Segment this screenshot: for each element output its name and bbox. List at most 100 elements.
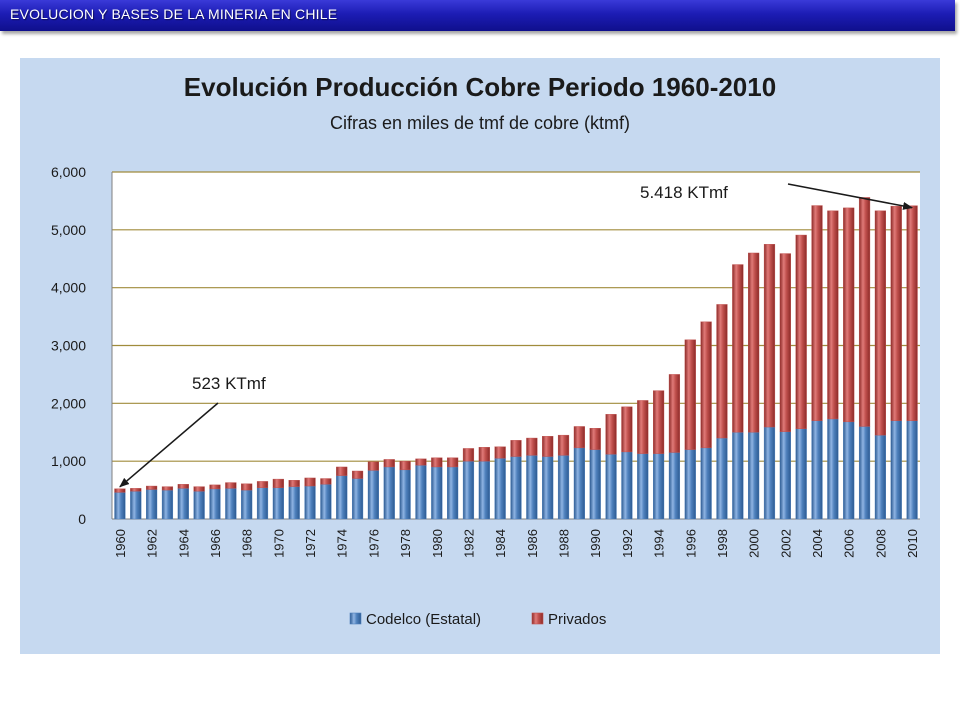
bar-privados bbox=[827, 210, 839, 420]
bar-codelco bbox=[716, 437, 728, 520]
y-tick-label: 1,000 bbox=[51, 453, 86, 469]
bar-codelco bbox=[320, 484, 332, 520]
bar-privados bbox=[304, 477, 316, 487]
bar-codelco bbox=[241, 489, 253, 520]
bar-codelco bbox=[383, 466, 395, 520]
bar-codelco bbox=[304, 485, 316, 520]
annotation-label: 523 KTmf bbox=[192, 374, 266, 393]
bar-privados bbox=[225, 482, 237, 489]
bar-privados bbox=[351, 470, 364, 479]
bar-privados bbox=[668, 374, 681, 453]
bar-privados bbox=[399, 460, 411, 471]
bar-privados bbox=[478, 447, 490, 462]
y-tick-label: 0 bbox=[78, 511, 86, 527]
bar-codelco bbox=[114, 492, 126, 520]
bar-privados bbox=[526, 437, 538, 456]
header-title: EVOLUCION Y BASES DE LA MINERIA EN CHILE bbox=[10, 6, 338, 22]
x-tick-label: 2004 bbox=[810, 529, 825, 558]
bar-privados bbox=[494, 446, 506, 459]
bar-codelco bbox=[462, 460, 475, 520]
bar-codelco bbox=[256, 487, 269, 520]
x-tick-label: 1988 bbox=[557, 529, 572, 558]
x-tick-label: 1976 bbox=[366, 529, 381, 558]
bar-privados bbox=[510, 440, 522, 457]
x-tick-label: 2010 bbox=[905, 529, 920, 558]
bar-privados bbox=[320, 478, 332, 485]
bar-privados bbox=[811, 205, 823, 421]
bar-codelco bbox=[605, 454, 617, 520]
legend-swatch-codelco bbox=[349, 612, 362, 625]
annotation-arrow bbox=[787, 183, 914, 210]
bar-codelco bbox=[653, 453, 665, 520]
bar-codelco bbox=[526, 455, 538, 520]
bar-privados bbox=[716, 304, 728, 439]
x-tick-label: 1980 bbox=[430, 529, 445, 558]
bar-codelco bbox=[779, 431, 791, 520]
bar-codelco bbox=[573, 447, 585, 520]
bar-codelco bbox=[399, 469, 411, 520]
bar-privados bbox=[779, 253, 791, 432]
bar-codelco bbox=[431, 466, 443, 520]
bar-privados bbox=[573, 426, 585, 449]
bar-privados bbox=[177, 484, 189, 489]
bar-privados bbox=[130, 488, 142, 492]
bar-codelco bbox=[748, 432, 760, 520]
bar-privados bbox=[161, 486, 174, 491]
chart-svg: 0 1,000 2,000 3,000 4,000 5,000 6,000 1960 1962 1… bbox=[51, 164, 920, 628]
bar-codelco bbox=[827, 418, 839, 520]
x-tick-label: 1998 bbox=[715, 529, 730, 558]
bar-codelco bbox=[906, 420, 918, 520]
bar-codelco bbox=[351, 478, 364, 520]
y-tick-label: 4,000 bbox=[51, 280, 86, 296]
bar-privados bbox=[241, 483, 253, 491]
bar-privados bbox=[114, 488, 126, 493]
bar-codelco bbox=[557, 455, 570, 520]
annotation-label: 5.418 KTmf bbox=[640, 183, 728, 202]
bar-codelco bbox=[161, 489, 174, 520]
bar-privados bbox=[732, 264, 744, 433]
x-tick-label: 2000 bbox=[747, 529, 762, 558]
bar-privados bbox=[383, 459, 395, 468]
bar-codelco bbox=[732, 432, 744, 520]
x-tick-label: 1974 bbox=[335, 529, 350, 558]
header-bar: EVOLUCION Y BASES DE LA MINERIA EN CHILE bbox=[0, 0, 955, 31]
bar-codelco bbox=[811, 420, 823, 520]
bar-privados bbox=[146, 485, 158, 490]
bar-codelco bbox=[146, 489, 158, 520]
x-tick-label: 1964 bbox=[176, 529, 191, 558]
bar-privados bbox=[415, 458, 427, 466]
bar-privados bbox=[763, 244, 776, 428]
bar-privados bbox=[367, 461, 379, 471]
bar-codelco bbox=[795, 428, 807, 520]
bar-codelco bbox=[336, 475, 348, 520]
bar-codelco bbox=[367, 470, 379, 520]
legend-swatch-privados bbox=[531, 612, 544, 625]
bar-codelco bbox=[447, 466, 459, 520]
bar-codelco bbox=[478, 460, 490, 520]
x-tick-label: 1986 bbox=[525, 529, 540, 558]
bar-codelco bbox=[209, 488, 221, 520]
annotation-arrow bbox=[119, 402, 219, 488]
x-tick-label: 1970 bbox=[271, 529, 286, 558]
bar-privados bbox=[447, 457, 459, 468]
bar-codelco bbox=[589, 449, 601, 520]
x-tick-label: 1990 bbox=[588, 529, 603, 558]
legend-label-codelco: Codelco (Estatal) bbox=[366, 611, 481, 628]
bar-privados bbox=[605, 414, 617, 455]
x-tick-label: 1972 bbox=[303, 529, 318, 558]
bar-codelco bbox=[130, 491, 142, 520]
x-tick-label: 1962 bbox=[145, 529, 160, 558]
bar-codelco bbox=[193, 491, 205, 520]
bar-privados bbox=[890, 205, 902, 421]
bar-codelco bbox=[858, 426, 871, 520]
y-tick-label: 6,000 bbox=[51, 164, 86, 180]
bar-codelco bbox=[494, 458, 506, 520]
x-tick-label: 1978 bbox=[398, 529, 413, 558]
bar-codelco bbox=[700, 447, 712, 520]
x-tick-label: 2002 bbox=[778, 529, 793, 558]
bar-privados bbox=[288, 480, 300, 487]
x-tick-label: 1966 bbox=[208, 529, 223, 558]
bar-privados bbox=[542, 436, 554, 457]
bar-privados bbox=[684, 339, 696, 450]
bar-privados bbox=[621, 406, 633, 453]
